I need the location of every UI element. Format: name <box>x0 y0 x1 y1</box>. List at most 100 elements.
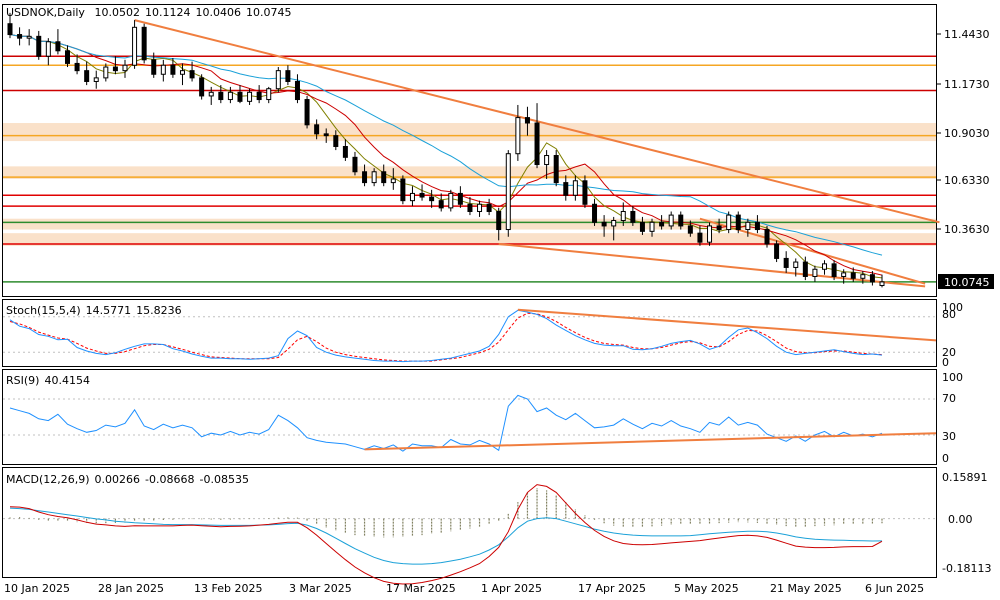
date-label: 5 May 2025 <box>674 582 739 595</box>
support-resistance-zone <box>3 218 936 230</box>
candle-body <box>697 232 703 243</box>
stoch-main-value: 14.5771 <box>86 304 132 317</box>
stoch-axis-label: 80 <box>942 308 956 321</box>
candle-body <box>429 196 435 202</box>
candle-body <box>199 77 205 97</box>
date-label: 3 Mar 2025 <box>289 582 352 595</box>
date-label: 6 Jun 2025 <box>865 582 924 595</box>
date-label: 10 Jan 2025 <box>4 582 70 595</box>
candle-body <box>141 26 147 61</box>
candle-body <box>572 180 578 196</box>
candle-body <box>247 91 253 102</box>
ohlc-low: 10.0406 <box>195 6 241 19</box>
stoch-label: Stoch(15,5,4) <box>6 304 81 317</box>
rsi-header: RSI(9) 40.4154 <box>6 374 90 387</box>
candle-body <box>227 91 233 101</box>
macd-value-2: -0.08668 <box>145 473 194 486</box>
candle-body <box>352 156 358 173</box>
candle-body <box>467 203 473 212</box>
candle-body <box>774 243 780 259</box>
price-axis-label: 11.4430 <box>944 28 990 41</box>
candle-body <box>45 41 51 57</box>
stoch-axis-label: 0 <box>942 356 949 369</box>
candle-body <box>841 272 847 277</box>
candle-body <box>64 50 70 64</box>
candle-body <box>544 155 550 166</box>
candle-body <box>764 229 770 245</box>
candle-body <box>754 221 760 231</box>
candle-body <box>342 145 348 158</box>
date-label: 28 Jan 2025 <box>98 582 164 595</box>
stoch-axis-label: 100 <box>942 301 963 314</box>
candle-body <box>582 180 588 205</box>
candle-body <box>381 171 387 184</box>
candle-body <box>448 192 454 209</box>
candle-body <box>534 122 540 166</box>
date-label: 1 Apr 2025 <box>481 582 542 595</box>
candle-body <box>563 182 569 196</box>
date-label: 17 Mar 2025 <box>386 582 456 595</box>
stoch-trend-line <box>517 308 937 342</box>
candle-body <box>620 210 626 222</box>
rsi-axis-label: 70 <box>942 392 956 405</box>
candle-body <box>112 66 118 72</box>
candle-body <box>314 124 320 135</box>
candle-body <box>84 70 90 82</box>
current-price-box <box>938 274 994 289</box>
price-axis-label: 10.6330 <box>944 174 990 187</box>
candle-body <box>285 70 291 82</box>
candle-body <box>687 225 693 234</box>
candle-body <box>649 221 655 232</box>
stoch-main-line <box>9 309 883 363</box>
candle-body <box>707 225 713 243</box>
candle-body <box>266 88 272 101</box>
candle-body <box>735 214 741 231</box>
macd-line <box>9 484 883 585</box>
candle-body <box>668 214 674 227</box>
ohlc-close: 10.0745 <box>246 6 292 19</box>
rsi-axis-label: 30 <box>942 430 956 443</box>
date-label: 17 Apr 2025 <box>578 582 646 595</box>
candle-body <box>390 178 396 184</box>
candle-body <box>170 64 176 75</box>
rsi-value: 40.4154 <box>44 374 90 387</box>
stoch-axis-label: 20 <box>942 346 956 359</box>
candle-body <box>726 214 732 231</box>
candle-body <box>783 257 789 268</box>
candle-body <box>122 64 128 72</box>
rsi-pane[interactable] <box>2 369 937 465</box>
candle-body <box>639 221 645 232</box>
candle-body <box>802 261 808 277</box>
price-axis-label: 11.1730 <box>944 78 990 91</box>
support-resistance-zone <box>3 166 936 179</box>
rsi-label: RSI(9) <box>6 374 39 387</box>
candle-body <box>275 70 281 90</box>
date-label: 21 May 2025 <box>770 582 842 595</box>
price-axis-label: 10.3630 <box>944 223 990 236</box>
candle-body <box>400 178 406 202</box>
lower-channel-line <box>498 242 926 288</box>
candle-body <box>409 192 415 202</box>
candle-body <box>601 221 607 227</box>
current-price-label: 10.0745 <box>944 276 990 289</box>
candle-body <box>592 203 598 223</box>
candle-body <box>256 91 262 101</box>
candle-body <box>659 221 665 227</box>
candle-body <box>160 64 166 75</box>
candle-body <box>457 192 463 205</box>
candle-body <box>208 91 214 97</box>
candle-body <box>419 192 425 198</box>
candle-body <box>294 80 300 101</box>
candle-body <box>218 91 224 101</box>
candle-body <box>515 117 521 155</box>
candle-body <box>17 34 23 39</box>
candle-body <box>850 272 856 279</box>
price-pane[interactable] <box>2 4 937 297</box>
macd-label: MACD(12,26,9) <box>6 473 90 486</box>
candle-body <box>371 171 377 184</box>
candle-body <box>179 70 185 75</box>
symbol: USDNOK <box>6 6 54 19</box>
candle-body <box>630 210 636 223</box>
stoch-signal-value: 15.8236 <box>136 304 182 317</box>
